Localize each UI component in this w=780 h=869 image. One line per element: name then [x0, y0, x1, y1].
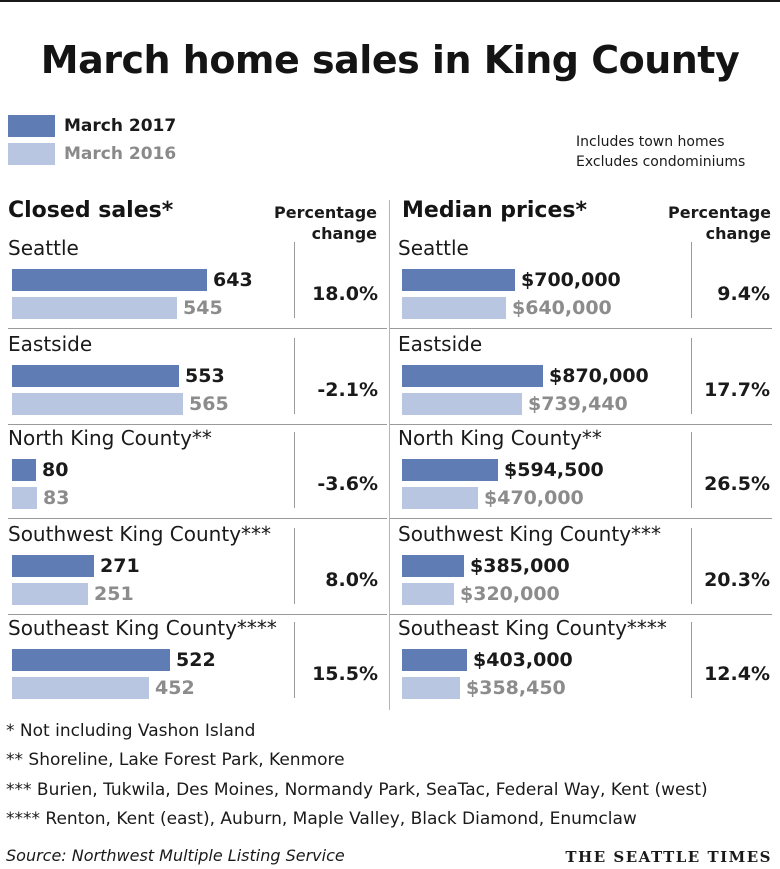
row-divider-vertical — [691, 528, 692, 604]
value-label-current: $594,500 — [504, 459, 604, 481]
value-label-current: 553 — [185, 365, 225, 387]
legend-swatch-current — [8, 115, 55, 137]
value-label-previous: $640,000 — [512, 297, 612, 319]
bar-current — [402, 269, 515, 291]
percent-change: -2.1% — [317, 379, 378, 401]
percent-change: 8.0% — [325, 569, 378, 591]
legend-label-previous: March 2016 — [64, 144, 177, 164]
value-label-previous: 545 — [183, 297, 223, 319]
row-separator — [390, 424, 772, 425]
row-separator — [8, 614, 387, 615]
chart-title: March home sales in King County — [40, 38, 740, 82]
region-label: Eastside — [8, 332, 93, 356]
value-label-current: 80 — [42, 459, 69, 481]
row-divider-vertical — [294, 528, 295, 604]
value-label-current: $385,000 — [470, 555, 570, 577]
source-note: Source: Northwest Multiple Listing Servi… — [6, 846, 345, 865]
row-divider-vertical — [294, 338, 295, 414]
value-label-previous: 251 — [94, 583, 134, 605]
bar-previous — [12, 487, 37, 509]
value-label-current: $700,000 — [521, 269, 621, 291]
row-divider-vertical — [294, 432, 295, 508]
percent-change: 15.5% — [312, 663, 378, 685]
legend-label-current: March 2017 — [64, 116, 177, 136]
region-label: Eastside — [398, 332, 483, 356]
percent-change: 18.0% — [312, 283, 378, 305]
bar-previous — [402, 677, 460, 699]
region-label: Southwest King County*** — [8, 522, 272, 546]
row-divider-vertical — [691, 338, 692, 414]
region-label: Seattle — [8, 236, 79, 260]
percent-change: 20.3% — [704, 569, 770, 591]
top-rule — [0, 0, 780, 2]
closed-sales-pct-header: Percentage change — [274, 203, 377, 243]
row-separator — [390, 614, 772, 615]
region-label: Southeast King County**** — [8, 616, 277, 640]
value-label-current: $870,000 — [549, 365, 649, 387]
bar-previous — [12, 677, 149, 699]
row-divider-vertical — [294, 622, 295, 698]
row-separator — [390, 328, 772, 329]
value-label-previous: $470,000 — [484, 487, 584, 509]
region-label: North King County** — [8, 426, 212, 450]
value-label-previous: 83 — [43, 487, 70, 509]
bar-current — [402, 555, 464, 577]
value-label-current: 271 — [100, 555, 140, 577]
percent-change: 17.7% — [704, 379, 770, 401]
closed-sales-title: Closed sales* — [8, 198, 174, 223]
bar-current — [12, 555, 94, 577]
region-label: North King County** — [398, 426, 602, 450]
panel-divider — [389, 200, 390, 710]
footnote: **** Renton, Kent (east), Auburn, Maple … — [6, 809, 637, 829]
percent-change: 9.4% — [717, 283, 770, 305]
median-prices-title: Median prices* — [402, 198, 587, 223]
bar-previous — [402, 393, 522, 415]
percent-change: 12.4% — [704, 663, 770, 685]
bar-previous — [12, 297, 177, 319]
bar-current — [402, 459, 498, 481]
row-divider-vertical — [691, 622, 692, 698]
bar-previous — [12, 583, 88, 605]
row-separator — [8, 328, 387, 329]
region-label: Southeast King County**** — [398, 616, 667, 640]
value-label-previous: 452 — [155, 677, 195, 699]
row-separator — [8, 424, 387, 425]
bar-current — [12, 365, 179, 387]
region-label: Seattle — [398, 236, 469, 260]
value-label-previous: $739,440 — [528, 393, 628, 415]
row-divider-vertical — [294, 242, 295, 318]
row-divider-vertical — [691, 432, 692, 508]
note-line: Excludes condominiums — [576, 154, 746, 170]
bar-previous — [402, 297, 506, 319]
footnote: * Not including Vashon Island — [6, 721, 256, 741]
footnote: *** Burien, Tukwila, Des Moines, Normand… — [6, 780, 708, 800]
percent-change: -3.6% — [317, 473, 378, 495]
bar-current — [12, 459, 36, 481]
region-label: Southwest King County*** — [398, 522, 662, 546]
value-label-previous: $358,450 — [466, 677, 566, 699]
legend-swatch-previous — [8, 143, 55, 165]
notes: Includes town homes Excludes condominium… — [576, 132, 745, 172]
note-line: Includes town homes — [576, 134, 725, 150]
row-divider-vertical — [691, 242, 692, 318]
footnote: ** Shoreline, Lake Forest Park, Kenmore — [6, 750, 345, 770]
bar-previous — [402, 583, 454, 605]
bar-current — [402, 365, 543, 387]
bar-previous — [402, 487, 478, 509]
row-separator — [8, 518, 387, 519]
bar-current — [12, 649, 170, 671]
bar-current — [12, 269, 207, 291]
value-label-previous: 565 — [189, 393, 229, 415]
value-label-previous: $320,000 — [460, 583, 560, 605]
bar-current — [402, 649, 467, 671]
value-label-current: 522 — [176, 649, 216, 671]
median-prices-pct-header: Percentage change — [668, 203, 771, 243]
value-label-current: $403,000 — [473, 649, 573, 671]
bar-previous — [12, 393, 183, 415]
row-separator — [390, 518, 772, 519]
value-label-current: 643 — [213, 269, 253, 291]
publisher-logo: THE SEATTLE TIMES — [565, 848, 772, 866]
percent-change: 26.5% — [704, 473, 770, 495]
